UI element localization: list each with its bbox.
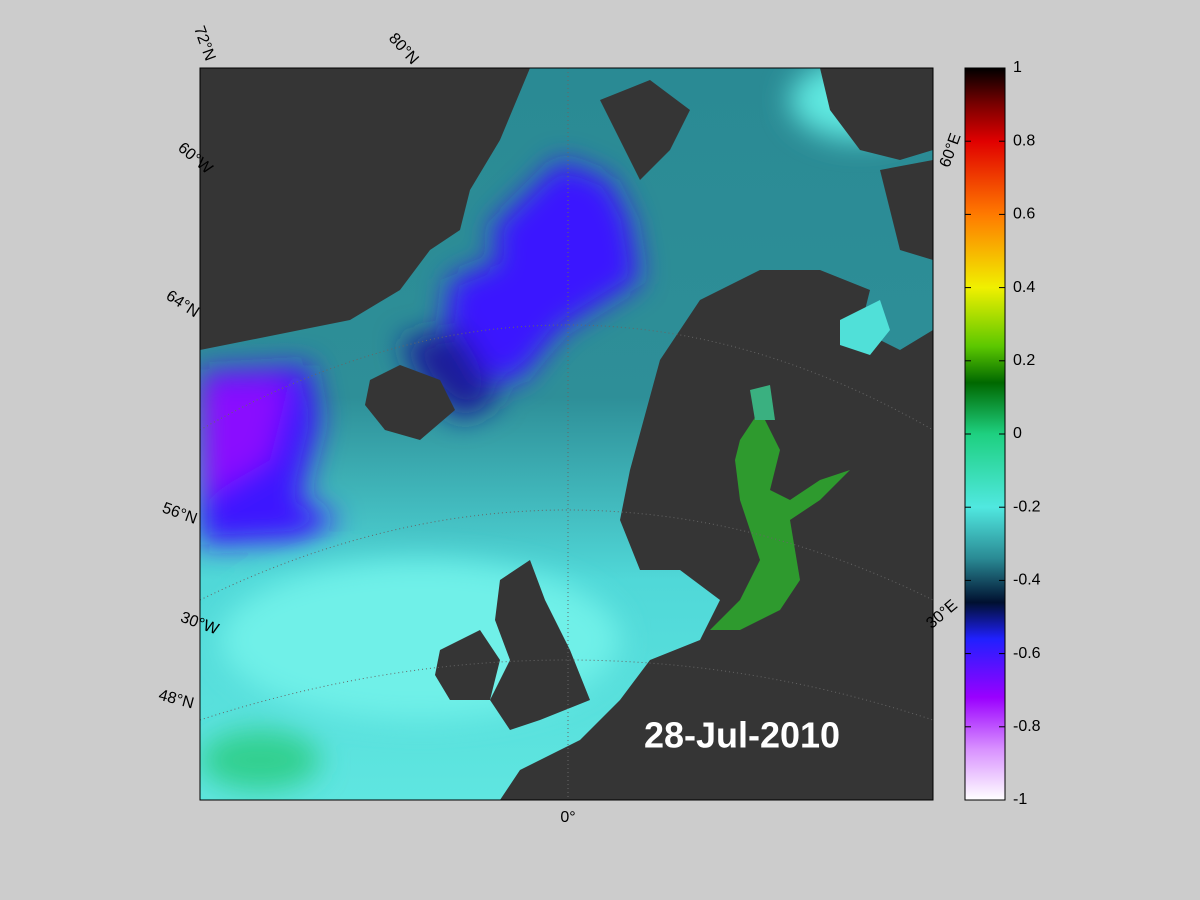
white-sea	[840, 300, 890, 355]
bothnia	[750, 385, 775, 420]
grid-label: 72°N	[190, 24, 218, 63]
grid-label: 80°N	[385, 30, 422, 68]
colorbar-tick-label: -0.4	[1013, 572, 1041, 589]
colorbar: 1 0.8 0.6 0.4 0.2 0 -0.2 -0.4 -0.6 -0.8 -1	[964, 59, 1041, 808]
colorbar-tick-label: 1	[1013, 59, 1022, 76]
grid-label: 60°E	[937, 131, 965, 170]
colorbar-tick-label: 0.8	[1013, 132, 1035, 149]
date-label: 28-Jul-2010	[644, 715, 840, 756]
grid-label: 56°N	[160, 500, 199, 528]
colorbar-tick-label: -0.6	[1013, 645, 1041, 662]
map	[200, 68, 933, 800]
grid-label: 48°N	[157, 687, 196, 713]
colorbar-tick-label: 0.2	[1013, 352, 1035, 369]
baltic	[710, 410, 850, 630]
colorbar-tick-label: -0.2	[1013, 498, 1041, 515]
colorbar-tick-label: 0	[1013, 425, 1022, 442]
colorbar-tick-label: 0.4	[1013, 279, 1035, 296]
land	[200, 68, 933, 800]
colorbar-tick-label: -0.8	[1013, 718, 1041, 735]
grid-label: 64°N	[163, 287, 202, 321]
map-frame	[199, 67, 934, 801]
colorbar-tick-label: 0.6	[1013, 206, 1035, 223]
colorbar-tick-label: -1	[1013, 791, 1027, 808]
grid-label: 0°	[560, 809, 575, 826]
